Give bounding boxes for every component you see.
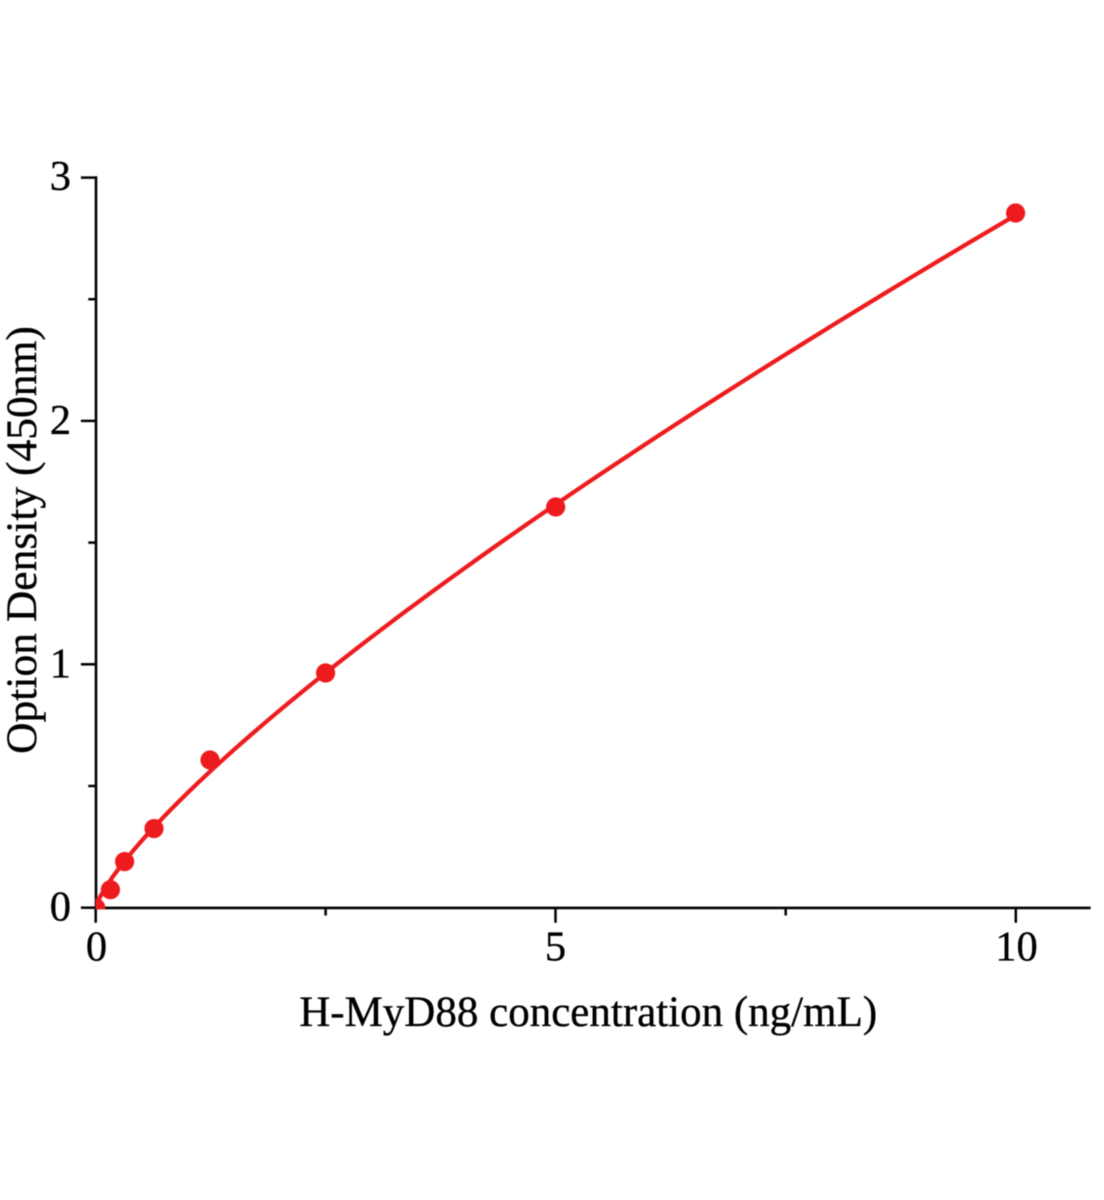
svg-text:10: 10	[995, 924, 1038, 971]
svg-text:5: 5	[545, 924, 566, 971]
svg-text:H-MyD88 concentration (ng/mL): H-MyD88 concentration (ng/mL)	[299, 989, 877, 1036]
svg-text:3: 3	[50, 153, 71, 200]
svg-text:0: 0	[86, 924, 107, 971]
svg-text:1: 1	[50, 640, 71, 687]
svg-text:Option Density (450nm): Option Density (450nm)	[0, 326, 46, 754]
svg-text:0: 0	[50, 883, 71, 930]
svg-text:2: 2	[50, 397, 71, 444]
